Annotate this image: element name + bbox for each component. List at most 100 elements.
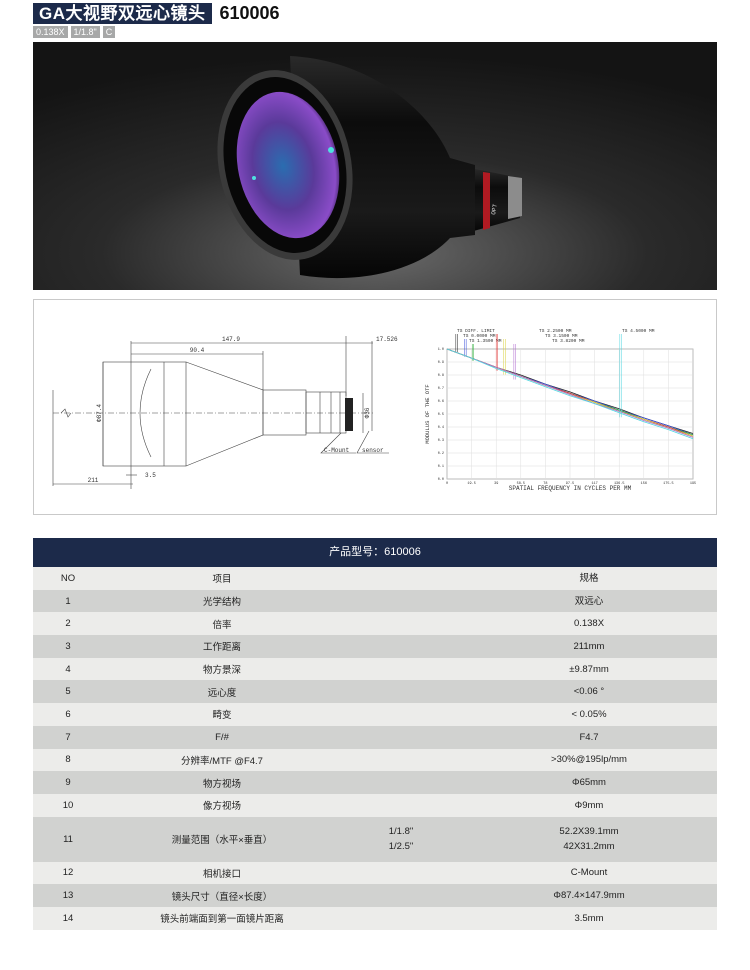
y-tick-label: 0.3 bbox=[438, 439, 444, 443]
x-tick-label: 195 bbox=[690, 482, 696, 486]
row-item: 相机接口 bbox=[202, 868, 241, 880]
row-item: 测量范围（水平×垂直） bbox=[171, 835, 273, 847]
row-item: 远心度 bbox=[207, 687, 237, 699]
y-tick-label: 0.9 bbox=[438, 361, 444, 365]
product-model: 610006 bbox=[219, 3, 280, 23]
table-row: 4 物方景深 ±9.87mm bbox=[33, 657, 717, 681]
table-row: 2 倍率 0.138X bbox=[33, 612, 717, 636]
row-value: F4.7 bbox=[579, 731, 599, 743]
y-tick-label: 0.5 bbox=[438, 413, 444, 417]
sensor-label: sensor bbox=[362, 447, 384, 454]
mount-label: C-Mount bbox=[324, 447, 349, 454]
x-tick-label: 58.5 bbox=[517, 482, 525, 486]
row-no: 3 bbox=[65, 640, 71, 652]
row-value: Φ87.4×147.9mm bbox=[553, 890, 625, 902]
legend-label: TS 3.8200 MM bbox=[552, 338, 585, 344]
table-row: 14 镜头前端面到第一面镜片距离 3.5mm bbox=[33, 906, 717, 930]
dim-diameter: Φ87.4 bbox=[96, 404, 103, 422]
row-value: 0.138X bbox=[573, 618, 605, 630]
drawing-panel: 147.9 90.4 17.526 Φ87.4 Φ36 3.5 211 C-Mo… bbox=[33, 299, 717, 515]
y-tick-label: 0.4 bbox=[438, 426, 444, 430]
y-axis-label: MODULUS OF THE OTF bbox=[424, 384, 431, 443]
brand-logo: OPT bbox=[490, 203, 499, 215]
tag-sensor: 1/1.8" bbox=[70, 26, 100, 38]
row-item: 镜头尺寸（直径×长度） bbox=[171, 891, 273, 903]
lens-photo: OPT bbox=[33, 42, 717, 290]
tag-magnification: 0.138X bbox=[33, 26, 68, 38]
table-row: 5 远心度 <0.06 ° bbox=[33, 680, 717, 704]
mtf-series-line bbox=[446, 348, 694, 440]
row-no: 11 bbox=[63, 833, 73, 845]
legend-label: TS 0.0000 MM bbox=[463, 333, 496, 339]
x-tick-label: 175.5 bbox=[663, 482, 674, 486]
row-no: 10 bbox=[62, 799, 74, 811]
row-value: C-Mount bbox=[570, 867, 608, 879]
row-no: 4 bbox=[65, 663, 71, 675]
x-tick-label: 78 bbox=[543, 482, 547, 486]
table-row: 13 镜头尺寸（直径×长度） Φ87.4×147.9mm bbox=[33, 884, 717, 907]
dim-rear-diameter: Φ36 bbox=[364, 407, 371, 418]
table-row: 6 畸变 < 0.05% bbox=[33, 703, 717, 726]
y-tick-label: 0.8 bbox=[438, 374, 444, 378]
legend-label: TS DIFF. LIMIT bbox=[457, 328, 495, 334]
table-row: 12 相机接口 C-Mount bbox=[33, 861, 717, 885]
row-value: 双远心 bbox=[574, 595, 604, 607]
row-item: 像方视场 bbox=[202, 801, 241, 813]
row-value-2: 42X31.2mm bbox=[563, 841, 615, 853]
row-value: Φ65mm bbox=[572, 777, 606, 789]
row-no: 7 bbox=[65, 731, 71, 743]
dim-working-distance: 211 bbox=[88, 477, 99, 484]
x-tick-label: 19.5 bbox=[467, 482, 475, 486]
table-title: 产品型号：610006 bbox=[33, 538, 717, 567]
row-item: 物方视场 bbox=[202, 778, 241, 790]
row-value: >30%@195lp/mm bbox=[551, 754, 627, 766]
row-no: 9 bbox=[65, 777, 71, 789]
x-tick-label: 136.5 bbox=[614, 482, 625, 486]
dim-flange: 17.526 bbox=[376, 336, 398, 343]
row-no: 6 bbox=[65, 708, 71, 720]
row-value-1: 52.2X39.1mm bbox=[559, 826, 619, 838]
row-sub: 1/1.8" 1/2.5" bbox=[341, 824, 461, 854]
spec-tags: 0.138X 1/1.8" C bbox=[33, 26, 116, 38]
table-row: 1 光学结构 双远心 bbox=[33, 589, 717, 613]
row-value: <0.06 ° bbox=[573, 686, 605, 698]
row-no: 8 bbox=[65, 754, 71, 766]
col-item: 项目 bbox=[212, 574, 232, 586]
product-name: GA大视野双远心镜头 bbox=[33, 3, 212, 24]
spec-table: 产品型号：610006 NO 项目 规格 1 光学结构 双远心 2 倍率 0.138X 3 工… bbox=[33, 538, 717, 930]
row-value: 3.5mm bbox=[574, 912, 604, 924]
row-value: ±9.87mm bbox=[569, 663, 609, 675]
table-row: 3 工作距离 211mm bbox=[33, 635, 717, 658]
row-no: 1 bbox=[65, 595, 71, 607]
tag-mount: C bbox=[102, 26, 116, 38]
table-row: 9 物方视场 Φ65mm bbox=[33, 771, 717, 794]
y-tick-label: 0.7 bbox=[438, 387, 444, 391]
col-spec: 规格 bbox=[579, 572, 599, 584]
dim-cone-length: 90.4 bbox=[190, 347, 205, 354]
legend-label: TS 4.5000 MM bbox=[622, 328, 655, 334]
y-tick-label: 0.1 bbox=[438, 465, 444, 469]
y-tick-label: 0.2 bbox=[438, 452, 444, 456]
table-row: 8 分辨率/MTF @F4.7 >30%@195lp/mm bbox=[33, 748, 717, 772]
row-sub-1: 1/1.8" bbox=[388, 826, 414, 838]
x-tick-label: 97.5 bbox=[566, 482, 574, 486]
mtf-series-line bbox=[446, 348, 694, 438]
col-no: NO bbox=[60, 572, 76, 584]
row-value: 52.2X39.1mm 42X31.2mm bbox=[461, 824, 717, 854]
x-tick-label: 0 bbox=[446, 482, 448, 486]
row-value: < 0.05% bbox=[571, 708, 607, 720]
row-item: 物方景深 bbox=[202, 665, 241, 677]
mtf-chart: 0 19.5 39 58.5 78 97.5 117 136.5 156 175.5 195 0.0 0… bbox=[424, 328, 696, 492]
legend-label: TS 1.3500 MM bbox=[469, 338, 502, 344]
dim-total-length: 147.9 bbox=[222, 336, 240, 343]
row-no: 2 bbox=[65, 618, 71, 630]
x-axis-label: SPATIAL FREQUENCY IN CYCLES PER MM bbox=[509, 485, 632, 492]
table-row: 11 测量范围（水平×垂直） 1/1.8" 1/2.5" 52.2X39.1mm 42X3… bbox=[33, 816, 717, 862]
x-tick-label: 117 bbox=[591, 482, 597, 486]
y-tick-label: 1.0 bbox=[438, 348, 444, 352]
sensor-block bbox=[345, 398, 353, 431]
product-title: GA大视野双远心镜头 610006 bbox=[33, 3, 280, 24]
x-tick-label: 39 bbox=[494, 482, 498, 486]
row-value: 211mm bbox=[573, 640, 605, 652]
table-row: 7 F/# F4.7 bbox=[33, 725, 717, 749]
